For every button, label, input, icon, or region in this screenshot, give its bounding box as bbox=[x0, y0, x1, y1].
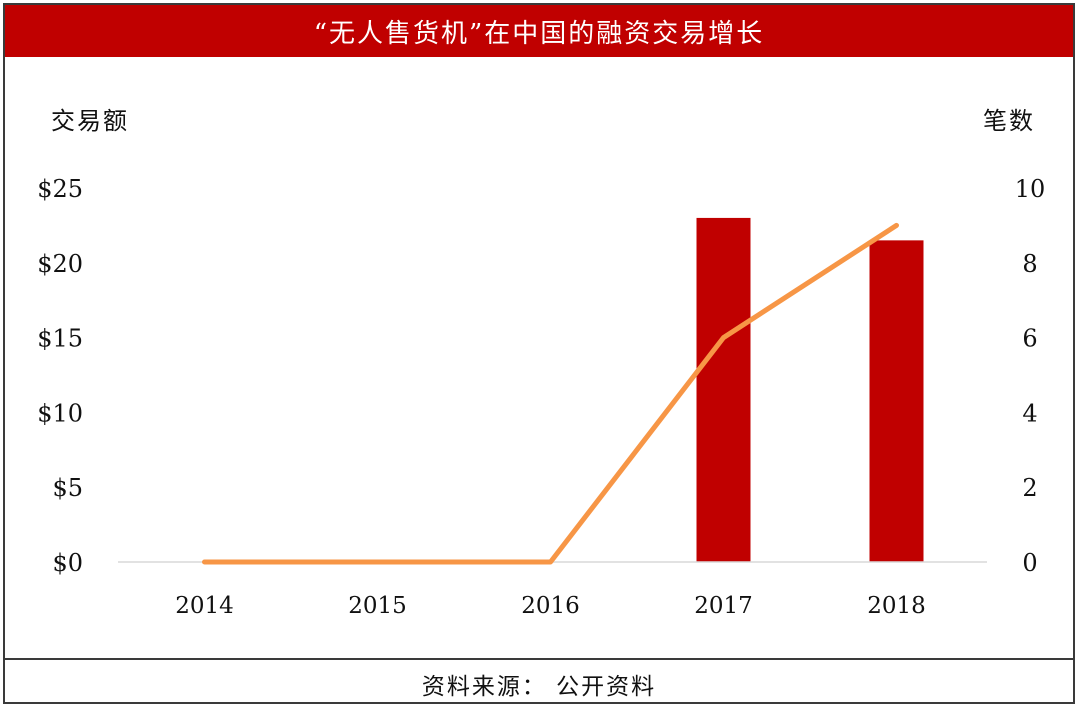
x-tick-label: 2017 bbox=[694, 593, 753, 619]
footer-divider bbox=[5, 658, 1073, 660]
x-tick-label: 2014 bbox=[175, 593, 234, 619]
left-tick-label: $0 bbox=[52, 549, 83, 577]
bar-2017 bbox=[696, 217, 751, 563]
source-text: 资料来源： 公开资料 bbox=[421, 674, 657, 700]
left-tick-label: $10 bbox=[37, 399, 83, 427]
left-tick-label: $25 bbox=[37, 175, 83, 203]
right-tick-label: 2 bbox=[1022, 474, 1037, 502]
chart-title-bar: “无人售货机”在中国的融资交易增长 bbox=[5, 5, 1073, 57]
right-tick-label: 10 bbox=[1015, 175, 1046, 203]
left-tick-label: $5 bbox=[52, 474, 83, 502]
source-footer: 资料来源： 公开资料 bbox=[5, 662, 1073, 706]
x-tick-label: 2016 bbox=[521, 593, 580, 619]
right-axis-title: 笔数 bbox=[983, 107, 1035, 135]
right-tick-label: 8 bbox=[1022, 250, 1037, 278]
right-tick-label: 0 bbox=[1022, 549, 1037, 577]
left-tick-label: $15 bbox=[37, 325, 83, 353]
chart-title: “无人售货机”在中国的融资交易增长 bbox=[313, 18, 765, 49]
right-tick-label: 4 bbox=[1022, 399, 1037, 427]
right-tick-label: 6 bbox=[1022, 325, 1037, 353]
combo-chart: $0 $5 $10 $15 $20 $25 0 2 4 6 8 10 2014 2015 2016 2017 2… bbox=[37, 175, 1046, 619]
chart-frame: “无人售货机”在中国的融资交易增长 交易额 笔数 $0 $5 $10 $15 $20 $2… bbox=[3, 3, 1075, 704]
x-tick-label: 2015 bbox=[348, 593, 407, 619]
deal-count-line bbox=[202, 222, 899, 565]
x-tick-label: 2018 bbox=[867, 593, 926, 619]
bar-2018 bbox=[869, 240, 924, 563]
left-axis-title: 交易额 bbox=[51, 107, 129, 135]
left-tick-label: $20 bbox=[37, 250, 83, 278]
